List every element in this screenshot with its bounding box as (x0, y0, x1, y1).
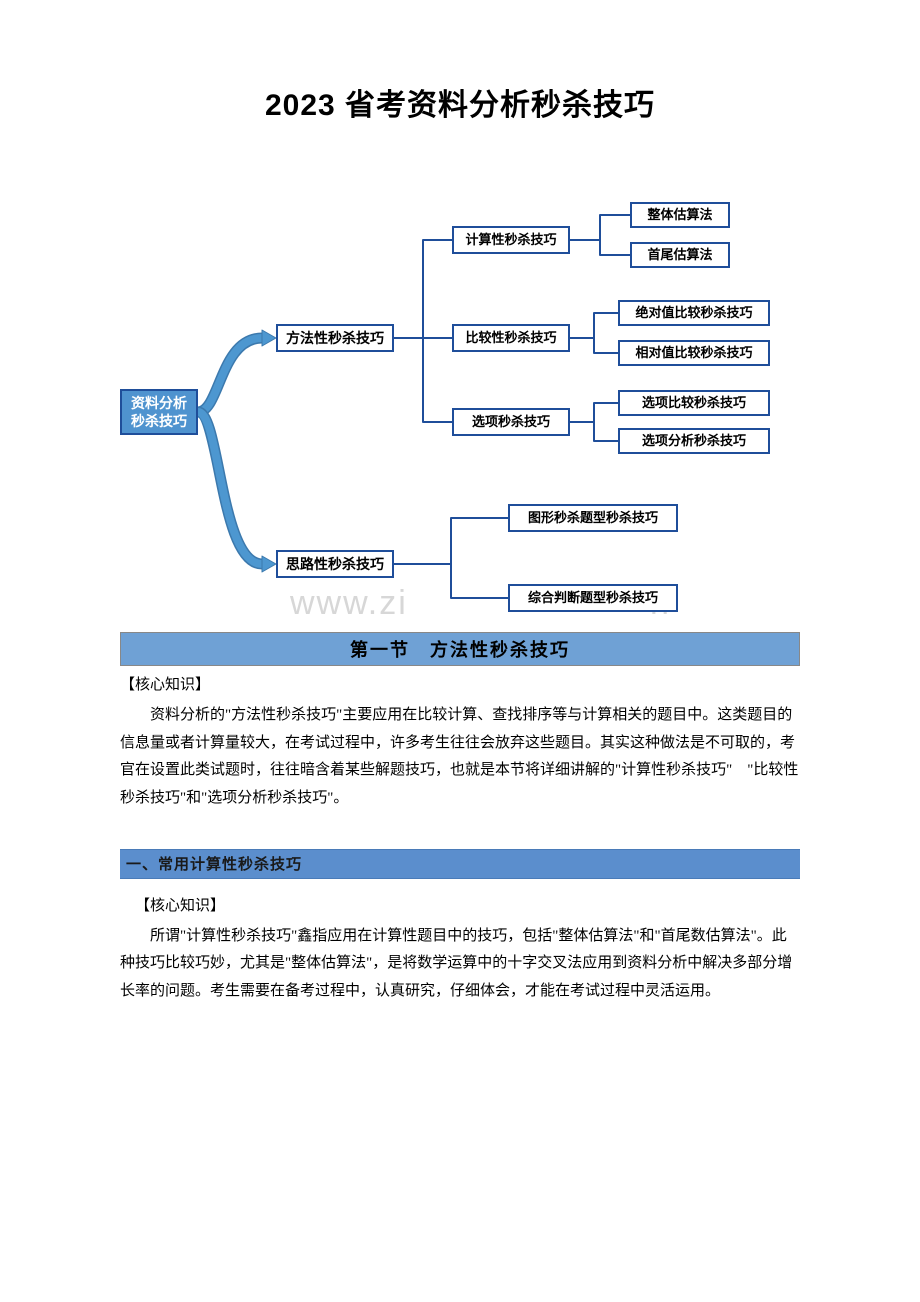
section-1-header: 第一节 方法性秒杀技巧 (120, 632, 800, 666)
subsection-1-header: 一、常用计算性秒杀技巧 (120, 849, 800, 879)
node-whole-est: 整体估算法 (630, 202, 730, 228)
node-headtail-est: 首尾估算法 (630, 242, 730, 268)
node-composite-type: 综合判断题型秒杀技巧 (508, 584, 678, 612)
section-1-para: 资料分析的"方法性秒杀技巧"主要应用在比较计算、查找排序等与计算相关的题目中。这… (120, 702, 800, 813)
node-opt-analyze-label: 选项分析秒杀技巧 (642, 433, 746, 450)
node-option-tech-label: 选项秒杀技巧 (472, 414, 550, 431)
node-root: 资料分析秒杀技巧 (120, 389, 198, 435)
section-1-label: 【核心知识】 (120, 672, 800, 700)
section-1-header-label: 第一节 方法性秒杀技巧 (350, 636, 570, 662)
node-branch-method-label: 方法性秒杀技巧 (286, 329, 384, 347)
section-1-body: 【核心知识】 资料分析的"方法性秒杀技巧"主要应用在比较计算、查找排序等与计算相… (120, 672, 800, 813)
node-abs-compare-label: 绝对值比较秒杀技巧 (635, 305, 752, 322)
node-whole-est-label: 整体估算法 (647, 207, 712, 224)
page-title: 2023 省考资料分析秒杀技巧 (120, 80, 800, 124)
concept-diagram: www.zi n 资料分析秒杀技巧 方法性秒杀技巧 计算性秒杀技巧 整体估算法 … (120, 184, 800, 614)
node-opt-analyze: 选项分析秒杀技巧 (618, 428, 770, 454)
node-graphic-type-label: 图形秒杀题型秒杀技巧 (528, 510, 658, 527)
subsection-1-label: 【核心知识】 (120, 893, 800, 921)
node-graphic-type: 图形秒杀题型秒杀技巧 (508, 504, 678, 532)
node-composite-type-label: 综合判断题型秒杀技巧 (528, 590, 658, 607)
node-branch-thought: 思路性秒杀技巧 (276, 550, 394, 578)
node-opt-compare-label: 选项比较秒杀技巧 (642, 395, 746, 412)
node-rel-compare-label: 相对值比较秒杀技巧 (635, 345, 752, 362)
node-calc-tech: 计算性秒杀技巧 (452, 226, 570, 254)
node-root-label: 资料分析秒杀技巧 (131, 394, 187, 430)
subsection-1-para: 所谓"计算性秒杀技巧"鑫指应用在计算性题目中的技巧，包括"整体估算法"和"首尾数… (120, 923, 800, 1006)
node-compare-tech-label: 比较性秒杀技巧 (465, 330, 556, 347)
node-calc-tech-label: 计算性秒杀技巧 (465, 232, 556, 249)
node-compare-tech: 比较性秒杀技巧 (452, 324, 570, 352)
node-branch-thought-label: 思路性秒杀技巧 (286, 555, 384, 573)
node-opt-compare: 选项比较秒杀技巧 (618, 390, 770, 416)
node-branch-method: 方法性秒杀技巧 (276, 324, 394, 352)
node-abs-compare: 绝对值比较秒杀技巧 (618, 300, 770, 326)
subsection-1-body: 【核心知识】 所谓"计算性秒杀技巧"鑫指应用在计算性题目中的技巧，包括"整体估算… (120, 893, 800, 1006)
subsection-1-header-label: 一、常用计算性秒杀技巧 (126, 853, 302, 874)
page: 2023 省考资料分析秒杀技巧 www.zi n 资料分析秒杀技巧 方法性秒杀技… (0, 0, 920, 1302)
node-headtail-est-label: 首尾估算法 (647, 247, 712, 264)
node-option-tech: 选项秒杀技巧 (452, 408, 570, 436)
node-rel-compare: 相对值比较秒杀技巧 (618, 340, 770, 366)
